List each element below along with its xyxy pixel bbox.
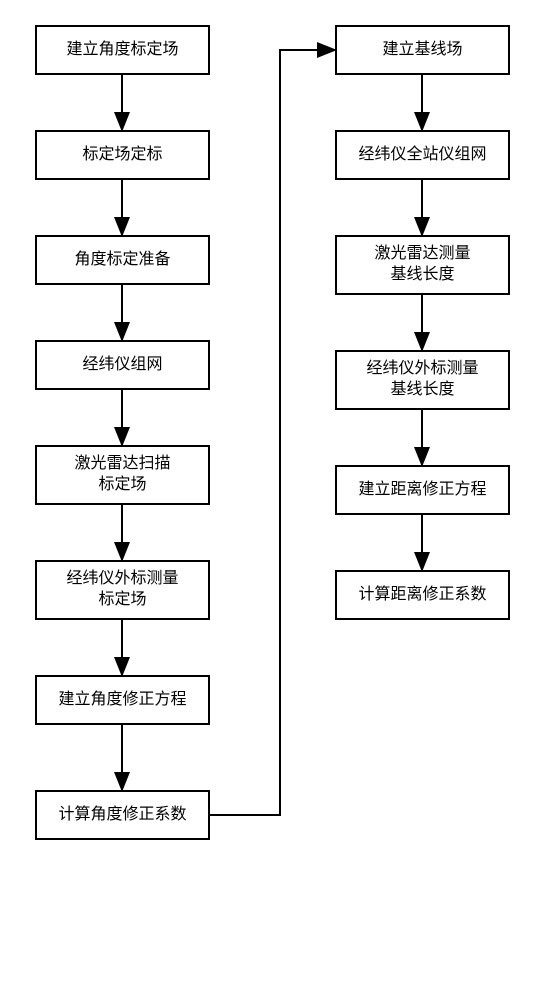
- node-label: 计算距离修正系数: [358, 585, 486, 606]
- flowchart-node-r4: 经纬仪外标测量基线长度: [335, 350, 510, 410]
- flowchart-node-r3: 激光雷达测量基线长度: [335, 235, 510, 295]
- node-label: 经纬仪组网: [82, 355, 162, 376]
- flowchart-node-l5: 激光雷达扫描标定场: [35, 445, 210, 505]
- flowchart-node-r5: 建立距离修正方程: [335, 465, 510, 515]
- flowchart-node-r2: 经纬仪全站仪组网: [335, 130, 510, 180]
- flowchart-node-l3: 角度标定准备: [35, 235, 210, 285]
- node-label: 建立角度标定场: [66, 40, 178, 61]
- node-label: 经纬仪外标测量基线长度: [366, 359, 478, 401]
- flowchart-node-l2: 标定场定标: [35, 130, 210, 180]
- flowchart-node-r1: 建立基线场: [335, 25, 510, 75]
- node-label: 激光雷达扫描标定场: [74, 454, 170, 496]
- node-label: 标定场定标: [82, 145, 162, 166]
- node-label: 计算角度修正系数: [58, 805, 186, 826]
- flowchart-container: 建立角度标定场标定场定标角度标定准备经纬仪组网激光雷达扫描标定场经纬仪外标测量标…: [0, 0, 560, 1000]
- flowchart-node-l1: 建立角度标定场: [35, 25, 210, 75]
- node-label: 建立基线场: [382, 40, 462, 61]
- node-label: 经纬仪全站仪组网: [358, 145, 486, 166]
- node-label: 激光雷达测量基线长度: [374, 244, 470, 286]
- node-label: 建立角度修正方程: [58, 690, 186, 711]
- flowchart-node-l8: 计算角度修正系数: [35, 790, 210, 840]
- flowchart-node-l6: 经纬仪外标测量标定场: [35, 560, 210, 620]
- flowchart-node-l7: 建立角度修正方程: [35, 675, 210, 725]
- node-label: 经纬仪外标测量标定场: [66, 569, 178, 611]
- flowchart-node-r6: 计算距离修正系数: [335, 570, 510, 620]
- flowchart-node-l4: 经纬仪组网: [35, 340, 210, 390]
- node-label: 建立距离修正方程: [358, 480, 486, 501]
- node-label: 角度标定准备: [74, 250, 170, 271]
